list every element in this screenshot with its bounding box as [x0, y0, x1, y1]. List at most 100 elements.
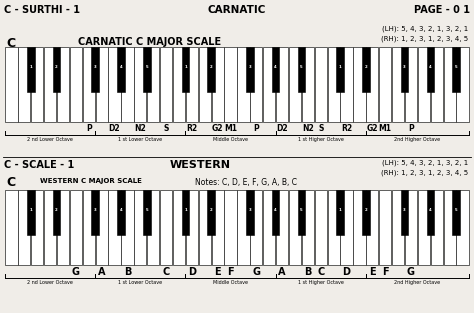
Text: 4: 4 [120, 208, 122, 212]
Bar [250, 190, 263, 265]
Text: 4: 4 [429, 208, 432, 212]
Text: 4: 4 [274, 208, 277, 212]
Bar [276, 47, 288, 122]
Text: 1 st Lower Octave: 1 st Lower Octave [118, 280, 163, 285]
Text: 2: 2 [365, 208, 367, 212]
Bar [362, 47, 370, 92]
Text: S: S [164, 124, 169, 133]
Text: M1: M1 [379, 124, 392, 133]
Text: 4: 4 [274, 65, 277, 69]
Text: C: C [317, 267, 324, 277]
Bar [70, 190, 82, 265]
Bar [143, 190, 151, 235]
Bar [182, 47, 189, 92]
Bar [186, 47, 198, 122]
Text: Middle Octave: Middle Octave [213, 280, 248, 285]
Bar [392, 190, 404, 265]
Bar [147, 190, 159, 265]
Text: 5: 5 [455, 208, 457, 212]
Bar [109, 47, 121, 122]
Bar [272, 190, 279, 235]
Text: 5: 5 [300, 208, 303, 212]
Text: M1: M1 [224, 124, 237, 133]
Text: B: B [124, 267, 131, 277]
Bar [328, 190, 340, 265]
Bar [401, 190, 408, 235]
Bar [82, 190, 95, 265]
Text: N2: N2 [302, 124, 314, 133]
Text: E: E [369, 267, 376, 277]
Bar [392, 47, 404, 122]
Bar [117, 47, 125, 92]
Bar [379, 190, 392, 265]
Text: 1 st Higher Octave: 1 st Higher Octave [298, 137, 344, 142]
Text: S: S [318, 124, 323, 133]
Bar [302, 47, 314, 122]
Bar [315, 47, 327, 122]
Bar [337, 47, 344, 92]
Text: 1: 1 [29, 65, 32, 69]
Bar [27, 47, 35, 92]
Bar [147, 47, 159, 122]
Bar [96, 190, 108, 265]
Bar [379, 47, 392, 122]
Bar [53, 47, 60, 92]
Bar [289, 47, 301, 122]
Text: G2: G2 [366, 124, 378, 133]
Text: C - SCALE - 1: C - SCALE - 1 [4, 160, 74, 170]
Text: F: F [227, 267, 234, 277]
Bar [431, 190, 443, 265]
Text: PAGE - 0 1: PAGE - 0 1 [414, 5, 470, 15]
Bar [456, 47, 469, 122]
Bar [211, 190, 224, 265]
Bar [160, 190, 172, 265]
Bar [263, 47, 275, 122]
Text: C - SURTHI - 1: C - SURTHI - 1 [4, 5, 80, 15]
Text: 1 st Higher Octave: 1 st Higher Octave [298, 280, 344, 285]
Bar [340, 47, 353, 122]
Bar [31, 190, 43, 265]
Text: F: F [382, 267, 389, 277]
Bar [208, 190, 215, 235]
Bar [405, 47, 417, 122]
Bar [109, 190, 121, 265]
Bar [70, 47, 82, 122]
Bar [57, 190, 69, 265]
Bar [418, 190, 430, 265]
Bar [315, 190, 327, 265]
Bar [452, 190, 460, 235]
Text: C: C [6, 176, 15, 189]
Text: G: G [407, 267, 415, 277]
Bar [199, 190, 211, 265]
Bar [173, 47, 185, 122]
Text: (RH): 1, 2, 3, 1, 2, 3, 4, 5: (RH): 1, 2, 3, 1, 2, 3, 4, 5 [381, 169, 468, 176]
Bar [91, 47, 99, 92]
Bar [298, 190, 305, 235]
Bar [182, 190, 189, 235]
Text: 1: 1 [339, 65, 341, 69]
Bar [5, 47, 18, 122]
Text: 3: 3 [248, 208, 251, 212]
Bar [456, 190, 469, 265]
Bar [246, 47, 254, 92]
Bar [44, 47, 56, 122]
Text: E: E [214, 267, 221, 277]
Text: D2: D2 [109, 124, 120, 133]
Text: 5: 5 [146, 65, 148, 69]
Bar [18, 47, 30, 122]
Bar [53, 190, 60, 235]
Bar [57, 47, 69, 122]
Text: 2 nd Lower Octave: 2 nd Lower Octave [27, 137, 73, 142]
Bar [250, 47, 263, 122]
Bar [366, 47, 378, 122]
Bar [134, 47, 146, 122]
Bar [427, 47, 434, 92]
Bar [44, 190, 56, 265]
Bar [82, 47, 95, 122]
Bar [208, 47, 215, 92]
Text: 3: 3 [94, 208, 97, 212]
Bar [211, 47, 224, 122]
Bar [452, 47, 460, 92]
Bar [31, 47, 43, 122]
Bar [173, 190, 185, 265]
